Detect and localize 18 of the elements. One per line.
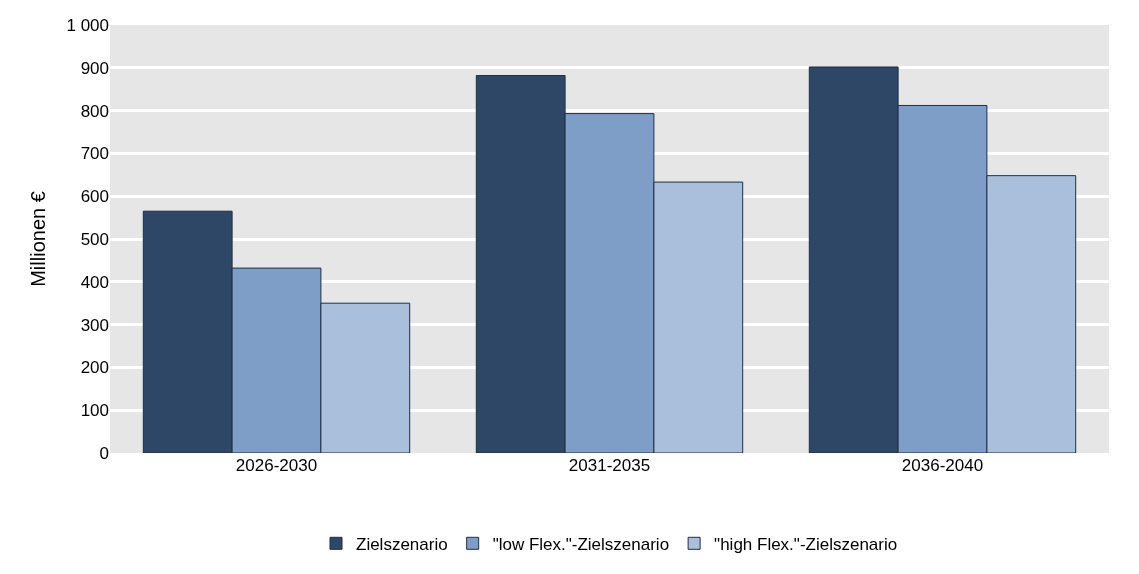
y-tick-label: 600 (80, 187, 109, 207)
x-tick-label: 2026-2030 (235, 456, 318, 475)
y-tick-label: 0 (99, 443, 109, 463)
legend-label: "high Flex."-Zielszenario (714, 534, 898, 554)
x-tick-label: 2036-2040 (901, 456, 984, 475)
y-tick-label: 900 (80, 58, 109, 78)
y-tick-label: 100 (80, 401, 109, 421)
y-tick-label: 1 000 (66, 15, 109, 35)
legend-label: Zielszenario (356, 534, 448, 554)
y-tick-label: 800 (80, 101, 109, 121)
y-tick-label: 500 (80, 229, 109, 249)
y-tick-label: 400 (80, 272, 109, 292)
legend-label: "low Flex."-Zielszenario (492, 534, 670, 554)
y-tick-label: 300 (80, 315, 109, 335)
y-tick-label: 700 (80, 144, 109, 164)
x-tick-label: 2031-2035 (568, 456, 651, 475)
y-tick-label: 200 (80, 358, 109, 378)
y-axis-title: Millionen € (26, 191, 49, 287)
